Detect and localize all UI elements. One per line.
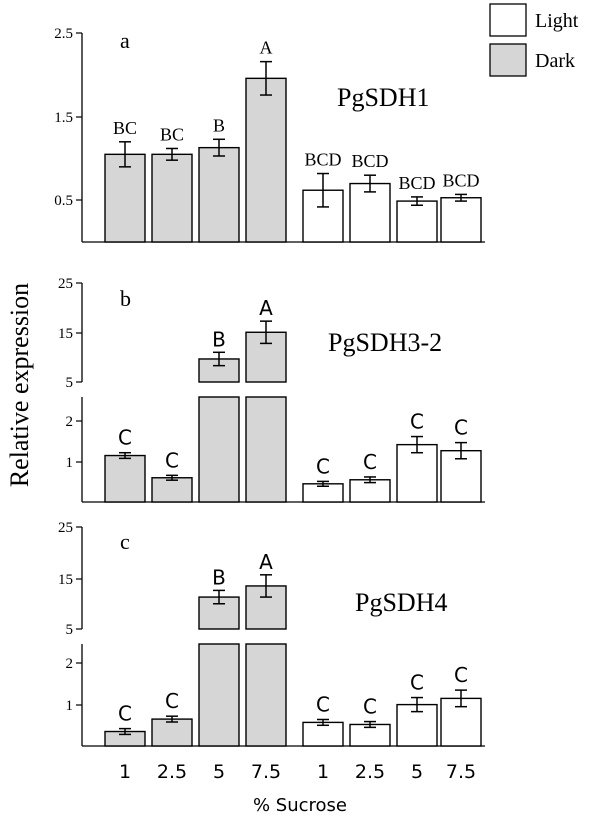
sig-letter-c-0: C: [118, 702, 132, 726]
bar-a-0: [104, 153, 146, 243]
legend: Light Dark: [489, 3, 579, 77]
y-tick-upper-b-0: 25: [58, 276, 73, 292]
legend-swatch-dark: [489, 43, 527, 77]
bar-lower-c-2: [198, 643, 240, 747]
sig-letter-c-2: B: [212, 565, 226, 589]
y-tick-lower-c-1: 1: [66, 698, 74, 714]
bar-b-1: [151, 477, 193, 503]
panel-letter-c: c: [120, 529, 130, 554]
sig-letter-a-4: BCD: [304, 150, 341, 170]
y-tick-a-2: 0.5: [54, 193, 73, 209]
bar-c-1: [151, 718, 193, 747]
y-tick-a-1: 1.5: [54, 110, 73, 126]
legend-label-light: Light: [535, 10, 579, 32]
bar-b-6: [396, 443, 438, 503]
legend-label-dark: Dark: [535, 50, 575, 72]
panel-letter-b: b: [120, 286, 131, 311]
bar-a-3: [245, 77, 287, 243]
legend-swatch-light: [489, 3, 527, 37]
sig-letter-c-5: C: [363, 695, 377, 719]
sig-letter-c-3: A: [259, 550, 273, 574]
sig-letter-a-5: BCD: [351, 151, 388, 171]
x-tick-label-2: 5: [213, 761, 225, 783]
panel-letter-a: a: [120, 28, 130, 53]
y-tick-upper-c-1: 15: [58, 572, 73, 588]
sig-letter-b-3: A: [259, 296, 273, 320]
bar-b-0: [104, 454, 146, 503]
sig-letter-a-1: BC: [160, 124, 184, 144]
sig-letter-b-7: C: [454, 416, 468, 440]
y-axis-label: Relative expression: [5, 283, 34, 487]
bar-a-4: [302, 189, 344, 243]
panel-b: b PgSDH3-2 25 15 5 2 1 C C B A C C C C: [58, 276, 485, 503]
bar-a-7: [440, 197, 482, 243]
sig-letter-a-2: B: [213, 115, 225, 135]
gene-label-a: PgSDH1: [337, 83, 429, 112]
bar-a-2: [198, 146, 240, 243]
x-axis-label: % Sucrose: [253, 795, 347, 816]
y-tick-upper-c-0: 25: [58, 520, 73, 536]
sig-letter-c-6: C: [410, 671, 424, 695]
sig-letter-c-1: C: [165, 689, 179, 713]
panel-c: c PgSDH4 25 15 5 2 1 C C B A C C C C: [58, 520, 485, 747]
y-tick-upper-b-1: 15: [58, 326, 73, 342]
bar-lower-b-2: [198, 396, 240, 503]
panel-a: a PgSDH1 2.5 1.5 0.5 BC BC B A BCD BCD BCD BCD: [54, 26, 485, 243]
gene-label-c: PgSDH4: [355, 588, 447, 617]
sig-letter-b-0: C: [118, 426, 132, 450]
sig-letter-c-7: C: [454, 663, 468, 687]
bar-lower-b-3: [245, 396, 287, 503]
sig-letter-b-5: C: [363, 450, 377, 474]
x-tick-labels: 1 2.5 5 7.5 1 2.5 5 7.5: [119, 761, 476, 783]
x-tick-label-7: 7.5: [446, 761, 476, 783]
bar-a-5: [349, 182, 391, 243]
sig-letter-a-6: BCD: [398, 173, 435, 193]
y-tick-lower-b-0: 2: [66, 414, 74, 430]
sig-letter-b-2: B: [212, 327, 226, 351]
x-tick-label-4: 1: [317, 761, 329, 783]
x-tick-label-6: 5: [411, 761, 423, 783]
x-tick-label-3: 7.5: [251, 761, 281, 783]
y-tick-upper-b-2: 5: [66, 375, 74, 391]
x-tick-label-5: 2.5: [355, 761, 385, 783]
sig-letter-a-0: BC: [113, 118, 137, 138]
sig-letter-b-6: C: [410, 410, 424, 434]
sig-letter-b-4: C: [316, 454, 330, 478]
y-tick-a-0: 2.5: [54, 26, 73, 42]
gene-label-b: PgSDH3-2: [328, 328, 442, 357]
sig-letter-c-4: C: [316, 693, 330, 717]
x-tick-label-1: 2.5: [157, 761, 187, 783]
y-tick-lower-b-1: 1: [66, 455, 74, 471]
bar-lower-c-3: [245, 643, 287, 747]
sig-letter-a-7: BCD: [442, 170, 479, 190]
bar-a-1: [151, 153, 193, 243]
x-tick-label-0: 1: [119, 761, 131, 783]
y-tick-upper-c-2: 5: [66, 622, 74, 638]
sig-letter-a-3: A: [260, 38, 273, 58]
bar-a-6: [396, 200, 438, 243]
sig-letter-b-1: C: [165, 448, 179, 472]
y-tick-lower-c-0: 2: [66, 656, 74, 672]
